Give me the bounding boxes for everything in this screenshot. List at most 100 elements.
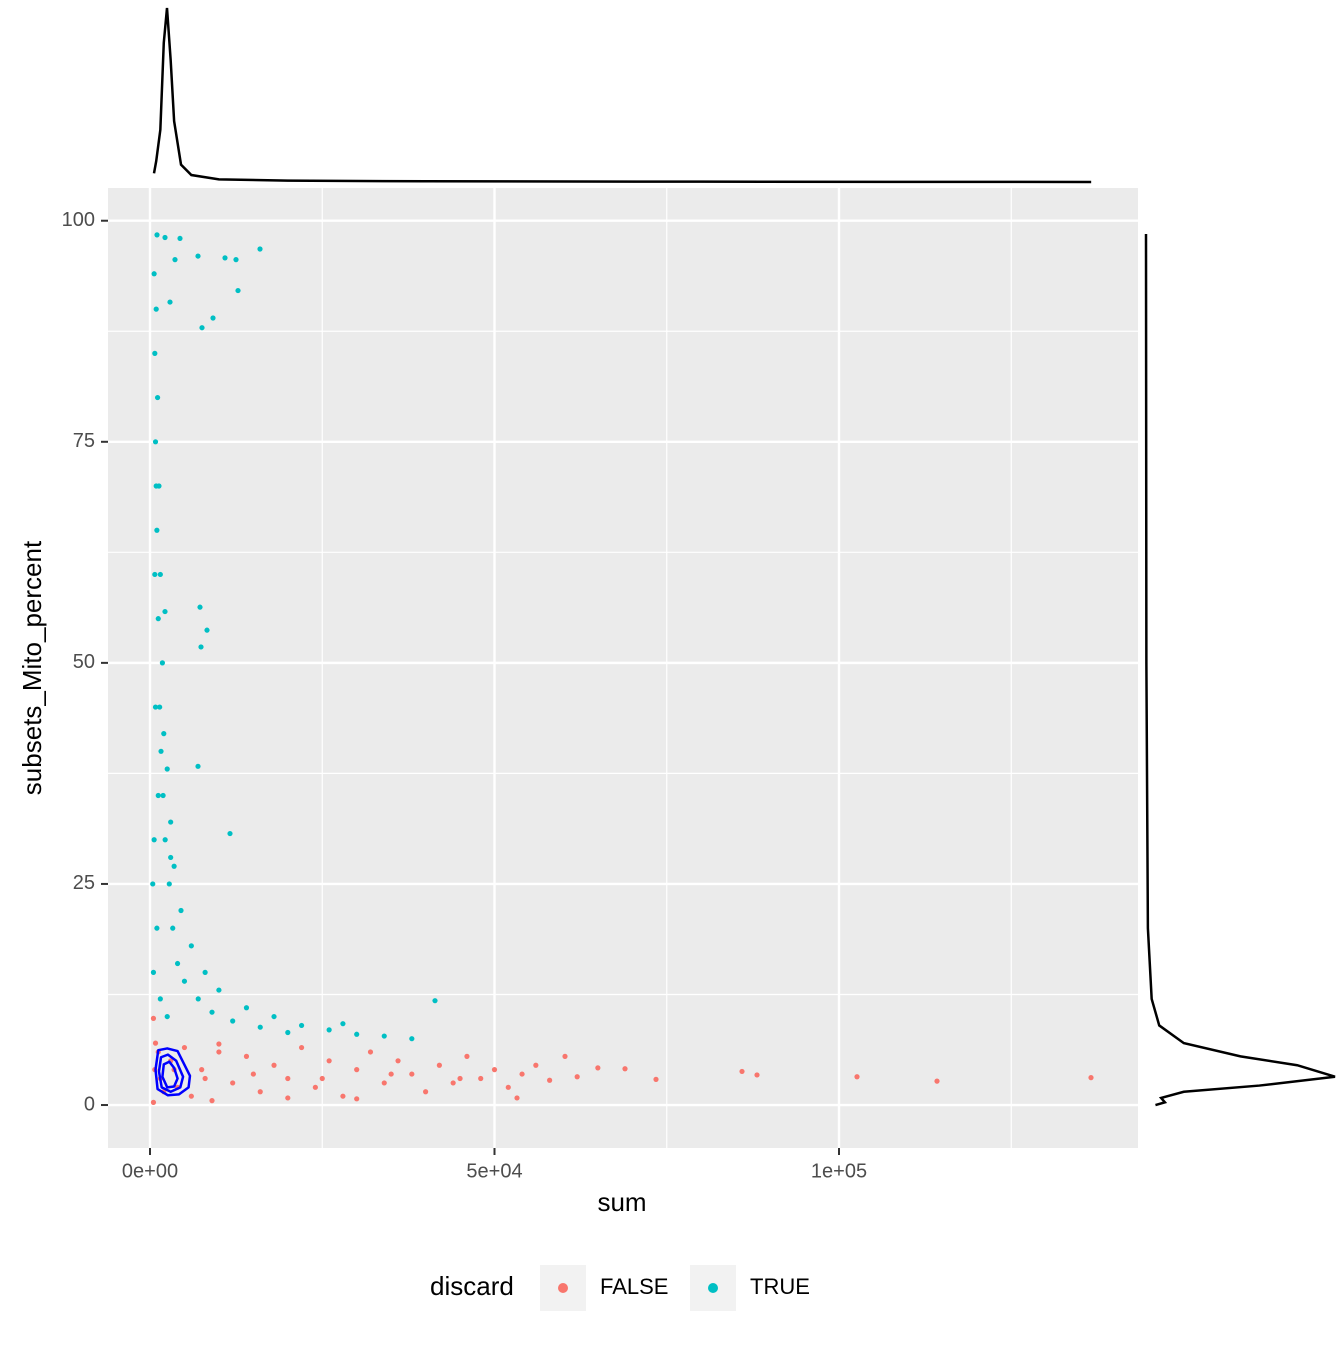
point [514, 1095, 520, 1101]
point [161, 731, 167, 737]
point [257, 246, 263, 252]
point [464, 1053, 470, 1059]
point [235, 287, 241, 294]
point [152, 704, 159, 710]
point [285, 1095, 291, 1101]
contour-line [154, 1047, 192, 1097]
point [168, 819, 174, 825]
point [153, 306, 159, 312]
point [155, 616, 161, 622]
point [188, 943, 194, 949]
point [562, 1053, 568, 1059]
point [178, 907, 184, 914]
point [216, 987, 222, 993]
legend-label: FALSE [600, 1274, 668, 1299]
legend-label: TRUE [750, 1274, 810, 1299]
point [162, 837, 168, 843]
point [409, 1036, 415, 1042]
point [199, 325, 205, 331]
point [354, 1067, 360, 1073]
x-axis-label: sum [597, 1187, 646, 1217]
point [151, 271, 157, 277]
point [754, 1072, 760, 1078]
point [167, 299, 173, 305]
point [271, 1013, 277, 1020]
point [432, 998, 438, 1004]
point [381, 1033, 387, 1039]
point [195, 763, 201, 769]
point [154, 527, 160, 533]
point [199, 1067, 205, 1073]
point [181, 1044, 188, 1051]
point [257, 1089, 263, 1095]
point [319, 1075, 325, 1082]
point [158, 748, 164, 754]
point [395, 1058, 401, 1064]
point [188, 1093, 194, 1099]
x-tick-label: 5e+04 [466, 1160, 522, 1182]
point [230, 1080, 236, 1086]
point [381, 1080, 387, 1086]
point [478, 1075, 484, 1082]
y-tick-label: 100 [62, 209, 95, 231]
y-tick-label: 0 [84, 1093, 95, 1115]
point [340, 1021, 346, 1027]
point [174, 960, 181, 967]
point [326, 1027, 332, 1033]
point [574, 1074, 580, 1080]
y-density [1144, 233, 1336, 1107]
point [285, 1075, 291, 1082]
point [159, 660, 166, 666]
point [519, 1071, 525, 1077]
y-tick-label: 25 [73, 872, 95, 894]
point [257, 1024, 263, 1030]
point [154, 394, 161, 401]
point [155, 792, 161, 799]
point [271, 1062, 277, 1068]
point [171, 863, 177, 869]
point [739, 1068, 745, 1075]
point [326, 1058, 332, 1064]
point [177, 235, 183, 242]
point [150, 969, 157, 975]
point [209, 1098, 215, 1104]
point [202, 1075, 208, 1082]
point [157, 996, 163, 1002]
legend-marker [708, 1283, 718, 1293]
y-tick-label: 75 [73, 430, 95, 452]
point [152, 1040, 159, 1046]
point [151, 837, 157, 843]
point [157, 704, 163, 710]
y-tick-label: 50 [73, 651, 95, 673]
point [367, 1049, 374, 1055]
point [154, 232, 160, 238]
point [202, 969, 208, 975]
point [312, 1084, 318, 1090]
point [168, 854, 174, 861]
y-axis-label: subsets_Mito_percent [17, 540, 47, 795]
point [164, 766, 170, 772]
point [450, 1080, 456, 1086]
point [157, 571, 163, 578]
point [243, 1053, 250, 1059]
point [491, 1067, 498, 1073]
point [204, 627, 210, 633]
point [436, 1062, 442, 1068]
point [423, 1089, 429, 1095]
point [622, 1066, 628, 1072]
legend-title: discard [430, 1271, 514, 1301]
contour-line [157, 1053, 185, 1094]
point [854, 1074, 860, 1080]
point [227, 830, 233, 837]
x-tick-label: 0e+00 [122, 1160, 178, 1182]
point [457, 1075, 463, 1082]
point [164, 1013, 170, 1020]
point [934, 1078, 940, 1084]
legend-marker [558, 1283, 568, 1293]
point [195, 996, 201, 1002]
point [653, 1076, 659, 1082]
point [160, 792, 166, 799]
point [505, 1084, 511, 1090]
point [298, 1044, 305, 1051]
point [150, 881, 156, 887]
